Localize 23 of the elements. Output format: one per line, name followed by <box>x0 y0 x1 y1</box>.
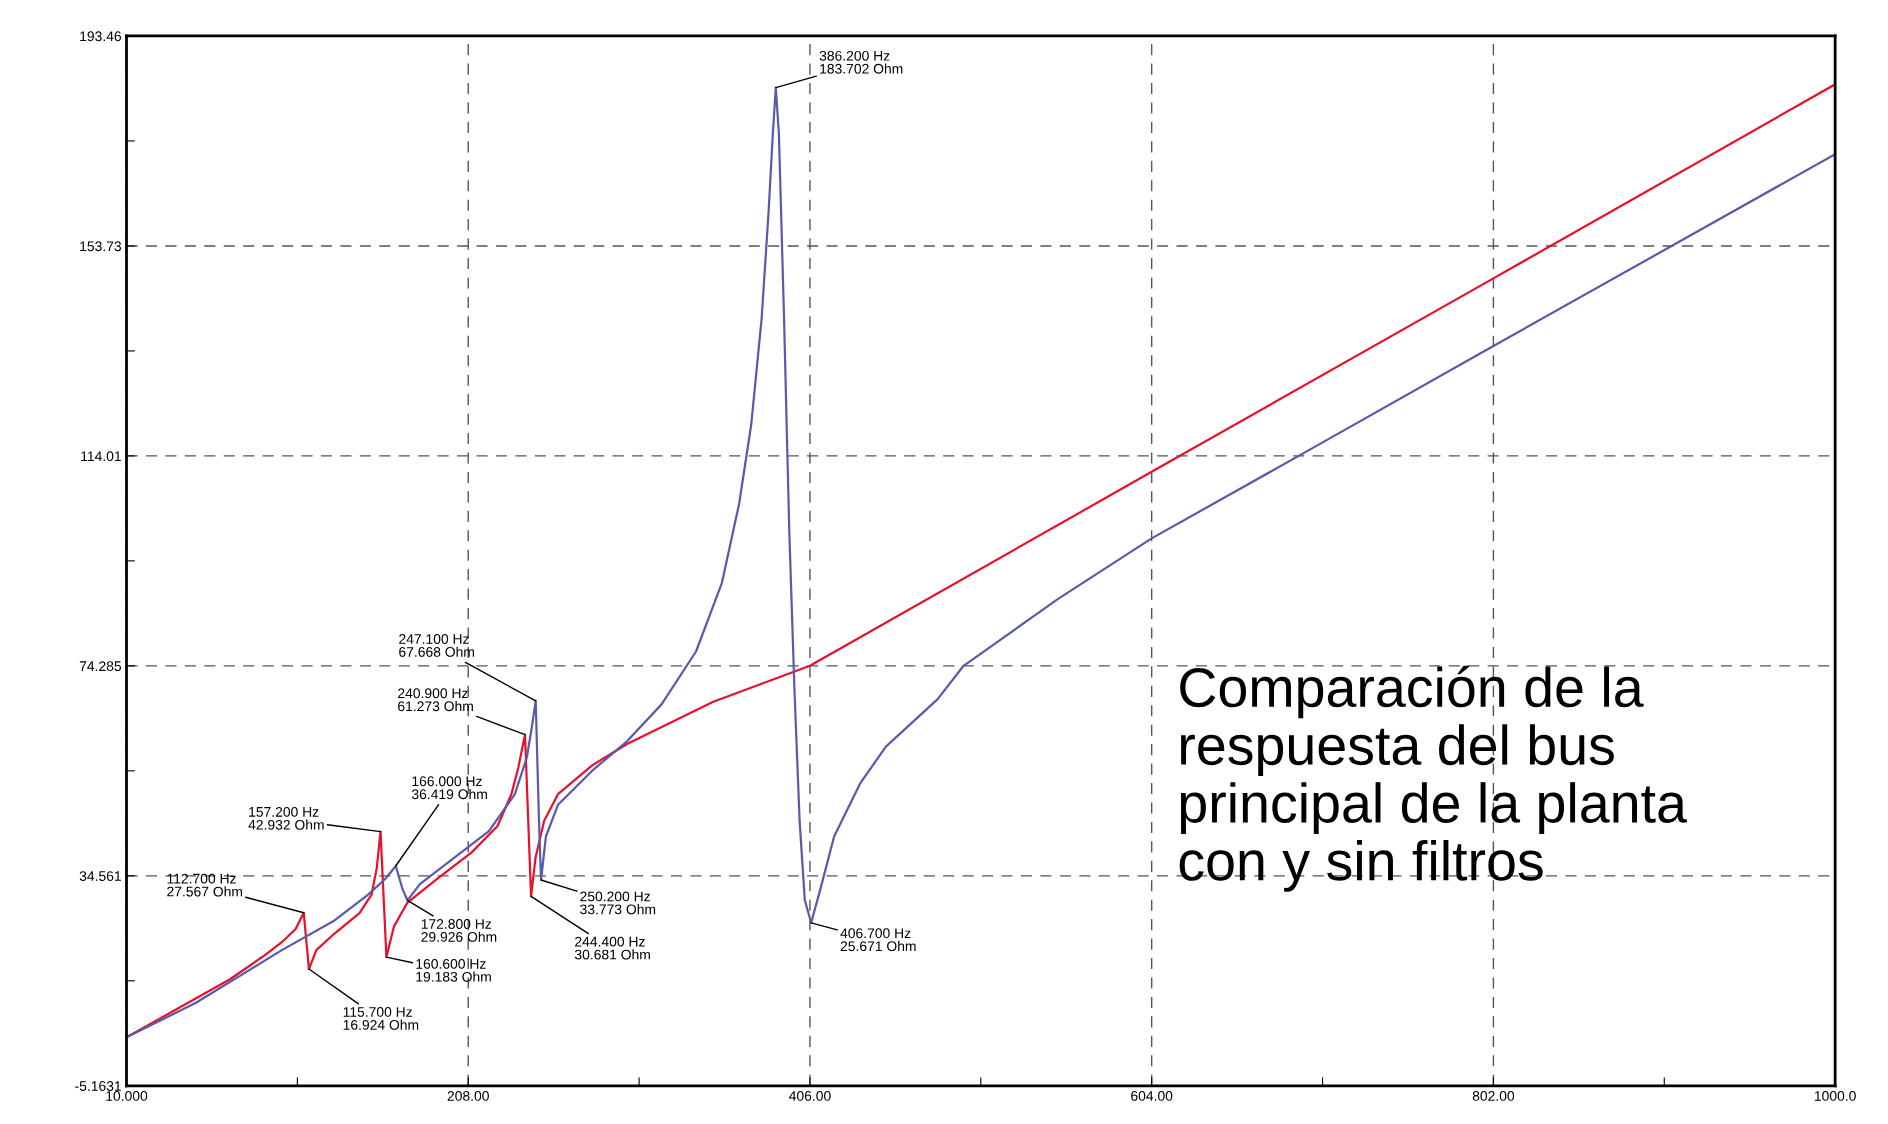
annotation: 115.700 Hz 16.924 Ohm <box>343 1007 419 1030</box>
annotation: 166.000 Hz 36.419 Ohm <box>411 776 487 800</box>
x-tick-label: 1000.0 <box>1814 1091 1856 1101</box>
annotation: 386.200 Hz 183.702 Ohm <box>819 50 903 74</box>
y-tick-label: 193.46 <box>80 31 122 42</box>
x-tick-label: 406.00 <box>789 1091 831 1101</box>
x-tick-label: 208.00 <box>447 1091 489 1101</box>
x-tick-label: 802.00 <box>1472 1091 1515 1101</box>
annotation: 160.600 Hz 19.183 Ohm <box>416 958 491 982</box>
y-tick-label: 74.285 <box>79 661 122 672</box>
annotation: Comparación de la respuesta del bus principal de la planta con y sin filtros <box>1179 665 1687 892</box>
x-tick-label: 10.000 <box>106 1091 148 1101</box>
y-tick-label: 153.73 <box>80 241 122 252</box>
x-tick-label: 604.00 <box>1131 1091 1173 1101</box>
y-tick-label: 114.01 <box>81 451 121 462</box>
annotation: 157.200 Hz 42.932 Ohm <box>248 806 324 830</box>
annotation: 250.200 Hz 33.773 Ohm <box>580 891 656 915</box>
annotation: 406.700 Hz 25.671 Ohm <box>840 928 916 952</box>
y-tick-label: -5.1631 <box>75 1081 121 1091</box>
annotation: 240.900 Hz 61.273 Ohm <box>398 688 473 712</box>
annotation: 244.400 Hz 30.681 Ohm <box>574 936 650 960</box>
y-tick-label: 34.561 <box>79 871 121 881</box>
annotation: 112.700 Hz 27.567 Ohm <box>167 873 243 897</box>
